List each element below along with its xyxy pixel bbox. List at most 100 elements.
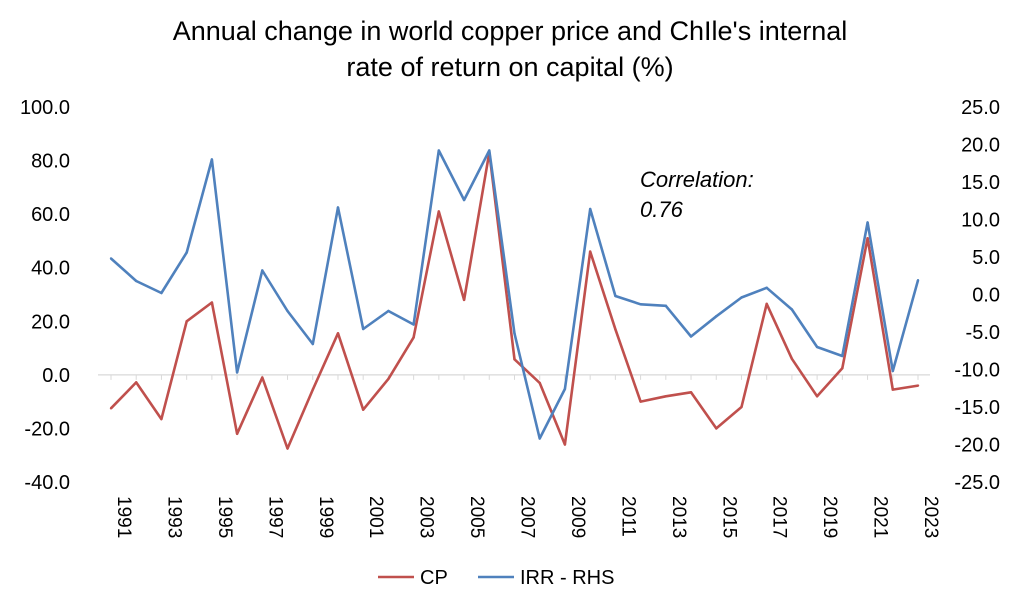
data-point-irr <box>715 315 718 318</box>
data-point-irr <box>235 371 239 374</box>
data-point-cp <box>311 388 314 391</box>
data-point-cp <box>790 357 794 360</box>
right-tick-label: -10.0 <box>954 360 1000 382</box>
data-point-cp <box>135 381 138 384</box>
left-tick-label: 100.0 <box>20 97 70 119</box>
data-point-cp <box>916 384 920 387</box>
data-point-irr <box>109 257 113 260</box>
data-point-cp <box>841 366 844 370</box>
right-axis: 25.0 20.0 15.0 10.0 5.0 0.0 -5.0 -10.0 -15.0 -20.… <box>954 97 1000 494</box>
data-point-cp <box>513 358 516 361</box>
data-point-cp <box>740 405 743 409</box>
data-point-irr <box>538 437 541 440</box>
right-tick-label: 15.0 <box>961 172 1000 194</box>
data-point-irr <box>261 269 264 272</box>
x-tick-label: 1995 <box>214 496 235 538</box>
x-tick-label: 1991 <box>113 496 134 538</box>
x-tick-label: 2009 <box>567 496 588 538</box>
data-point-irr <box>639 303 642 306</box>
chart-title-line-2: rate of return on capital (%) <box>346 52 673 82</box>
series-layer <box>109 149 920 450</box>
data-point-irr <box>160 291 163 295</box>
data-point-irr <box>588 207 592 211</box>
data-point-irr <box>841 354 844 358</box>
data-point-cp <box>715 427 718 430</box>
data-point-irr <box>740 296 743 299</box>
series-line-irr <box>110 149 920 440</box>
right-tick-label: 0.0 <box>972 285 1000 307</box>
legend: CP IRR - RHS <box>378 567 614 589</box>
correlation-label: Correlation: <box>640 167 754 192</box>
right-tick-label: 10.0 <box>961 210 1000 232</box>
data-point-cp <box>815 395 819 398</box>
correlation-value: 0.76 <box>640 197 684 222</box>
data-point-irr <box>210 158 214 161</box>
x-axis: 1991 1993 1995 1997 1999 2001 2003 2005 2007 2009… <box>98 374 941 538</box>
right-tick-label: -20.0 <box>954 435 1000 457</box>
data-point-irr <box>664 304 668 307</box>
legend-label-irr: IRR - RHS <box>520 567 614 589</box>
data-point-cp <box>538 381 541 385</box>
data-point-cp <box>387 377 390 381</box>
data-point-irr <box>336 206 340 209</box>
data-point-cp <box>261 376 264 379</box>
data-point-irr <box>891 369 894 373</box>
data-point-irr <box>185 251 188 254</box>
data-point-irr <box>765 286 768 289</box>
x-tick-label: 2011 <box>617 496 638 537</box>
left-tick-label: -40.0 <box>24 472 70 494</box>
left-axis: 100.0 80.0 60.0 40.0 20.0 0.0 -20.0 -40.0 <box>20 97 70 494</box>
data-point-cp <box>185 320 188 323</box>
data-point-cp <box>462 298 466 302</box>
x-tick-label: 2017 <box>769 496 790 538</box>
data-point-irr <box>815 345 819 349</box>
data-point-irr <box>437 149 441 152</box>
data-point-cp <box>664 395 668 398</box>
data-point-cp <box>160 417 163 421</box>
data-point-cp <box>588 250 592 253</box>
chart-title-line-1: Annual change in world copper price and … <box>173 16 848 46</box>
x-tick-label: 2021 <box>870 496 891 538</box>
left-tick-label: 60.0 <box>31 204 70 226</box>
x-tick-label: 2013 <box>668 496 689 538</box>
right-tick-label: -5.0 <box>966 322 1000 344</box>
data-point-irr <box>916 279 920 282</box>
data-point-cp <box>765 302 768 306</box>
data-point-irr <box>286 309 289 313</box>
right-tick-label: 5.0 <box>972 247 1000 269</box>
data-point-cp <box>639 400 642 403</box>
data-point-irr <box>513 332 516 335</box>
data-point-cp <box>614 328 617 331</box>
right-tick-label: -15.0 <box>954 397 1000 419</box>
x-tick-label: 2001 <box>365 496 386 538</box>
data-point-cp <box>361 408 365 411</box>
x-tick-label: 1999 <box>315 496 336 538</box>
data-point-cp <box>109 407 113 410</box>
data-point-irr <box>689 335 693 338</box>
data-point-irr <box>135 279 138 283</box>
left-tick-label: 80.0 <box>31 151 70 173</box>
data-point-irr <box>488 149 491 152</box>
data-point-irr <box>614 294 617 298</box>
data-point-irr <box>790 308 794 311</box>
x-tick-label: 2003 <box>416 496 437 538</box>
x-tick-label: 2015 <box>718 496 739 538</box>
data-point-irr <box>387 309 390 313</box>
data-point-irr <box>462 198 466 202</box>
left-tick-label: -20.0 <box>24 418 70 440</box>
x-tick-label: 2019 <box>819 496 840 538</box>
series-line-cp <box>110 151 919 450</box>
data-point-cp <box>336 332 340 335</box>
data-point-cp <box>210 301 214 304</box>
data-point-cp <box>437 210 441 213</box>
x-tick-label: 1997 <box>264 496 285 538</box>
legend-label-cp: CP <box>420 567 448 589</box>
x-tick-label: 2005 <box>466 496 487 538</box>
data-point-cp <box>891 388 894 391</box>
data-point-cp <box>286 447 289 450</box>
data-point-cp <box>412 336 415 339</box>
x-tick-label: 1993 <box>163 496 184 538</box>
data-point-irr <box>563 387 567 391</box>
data-point-cp <box>563 443 567 446</box>
